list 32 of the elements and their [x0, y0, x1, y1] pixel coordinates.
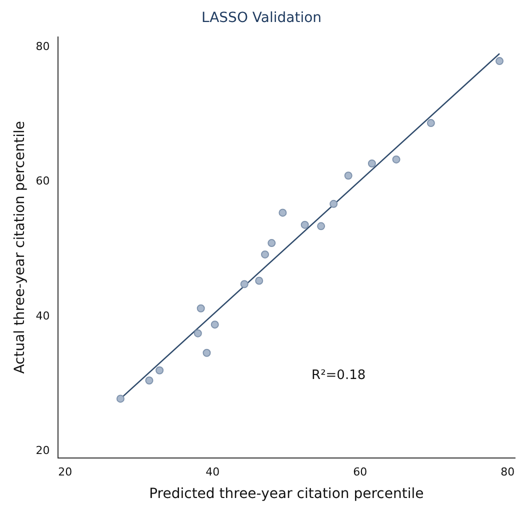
point — [278, 208, 287, 217]
x-tick-label: 60 — [353, 465, 368, 478]
point — [116, 394, 124, 403]
annotation: R²=0.18 — [312, 368, 366, 384]
y-tick-label: 80 — [36, 40, 50, 53]
point — [156, 366, 164, 374]
point — [145, 376, 154, 384]
point — [196, 304, 205, 312]
point — [426, 119, 435, 128]
y-tick-label: 20 — [36, 444, 50, 458]
y-axis-title: Actual three-year citation percentile — [12, 121, 28, 374]
point — [330, 200, 338, 208]
point — [368, 159, 376, 168]
y-tick-label: 40 — [36, 309, 50, 322]
y-tick-label: 60 — [36, 174, 50, 188]
point — [317, 222, 326, 230]
point — [392, 155, 400, 164]
x-tick-label: 20 — [58, 465, 72, 478]
point — [344, 172, 352, 180]
x-axis-title: Predicted three-year citation percentile — [149, 486, 424, 502]
point — [210, 320, 219, 329]
point — [194, 329, 202, 338]
point — [300, 220, 309, 229]
point — [202, 348, 211, 357]
x-tick-label: 80 — [500, 465, 515, 478]
point — [240, 280, 248, 288]
point — [255, 276, 264, 285]
point — [268, 239, 276, 248]
x-tick-label: 40 — [206, 465, 220, 478]
point — [496, 57, 504, 66]
chart-title: LASSO Validation — [201, 10, 322, 26]
point — [261, 250, 270, 258]
